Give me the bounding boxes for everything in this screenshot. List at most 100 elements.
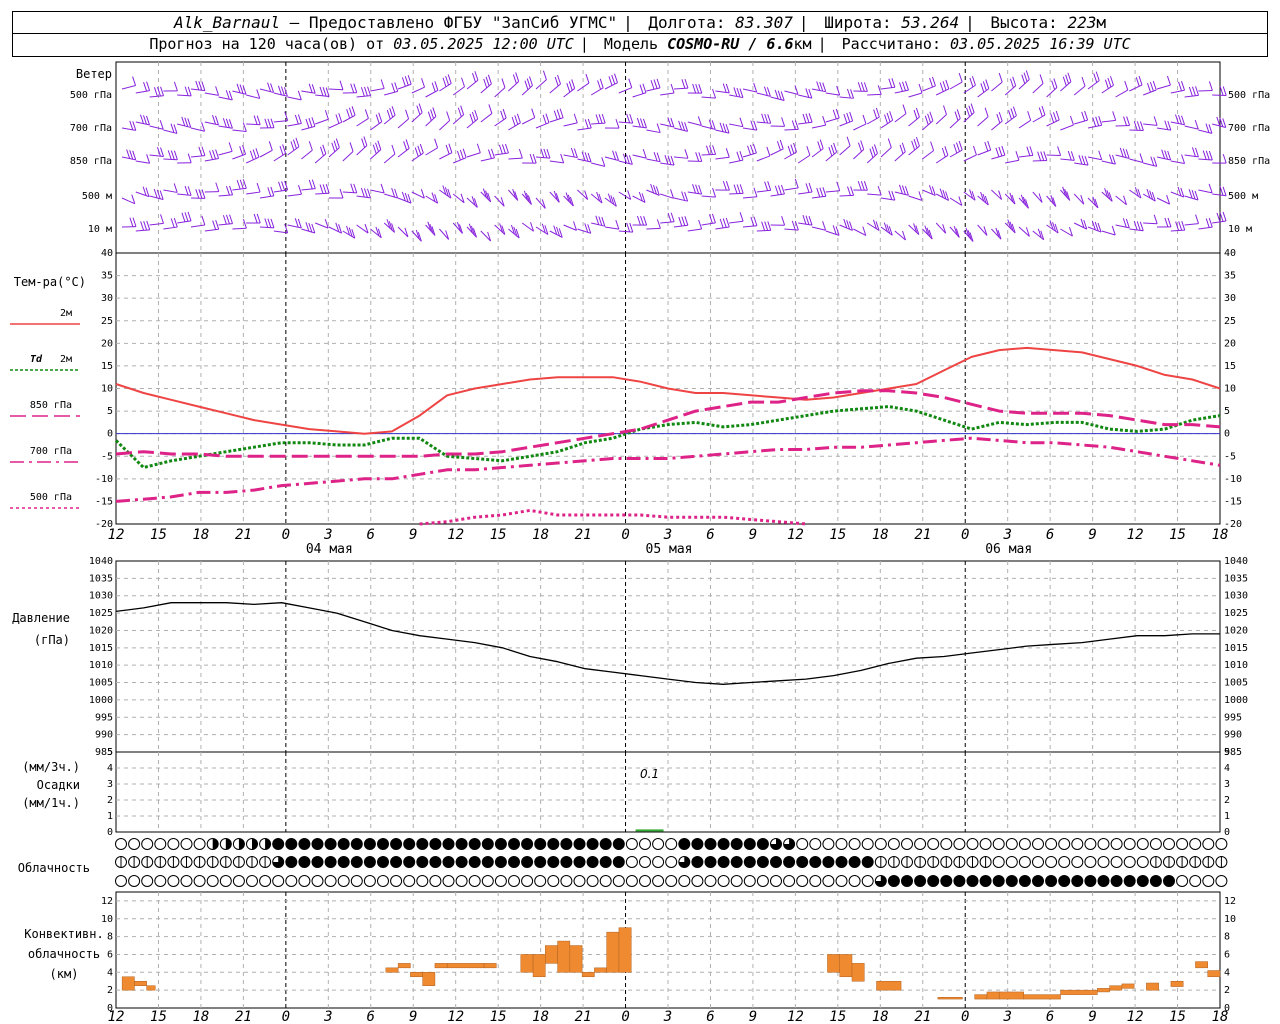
wind-barb-flag — [1122, 218, 1127, 228]
wind-barb-flag — [725, 83, 730, 94]
wind-barb-flag — [980, 191, 985, 202]
wind-barb — [701, 125, 716, 130]
wind-barb-flag — [1122, 148, 1127, 158]
wind-barb-flag — [931, 76, 936, 87]
cloud-circle — [1058, 875, 1071, 887]
wind-barb-flag — [504, 143, 509, 154]
wind-barb-flag — [664, 155, 669, 165]
wind-barb — [314, 153, 327, 164]
wind-barb-flag — [281, 181, 286, 191]
wind-barb — [1032, 114, 1046, 123]
wind-barb-flag — [1098, 116, 1103, 126]
wind-barb-flag — [444, 187, 449, 197]
cloud-circle — [442, 856, 455, 868]
cloud-circle — [639, 875, 651, 887]
wind-barb-flag — [640, 215, 644, 226]
wind-barb-flag — [1139, 153, 1144, 163]
cloud-circle — [612, 856, 625, 868]
wind-barb-flag — [1177, 186, 1182, 197]
wind-barb-flag — [698, 84, 703, 94]
wind-barb-flag — [918, 83, 923, 94]
wind-barb-flag — [1139, 121, 1144, 131]
wind-barb — [1170, 121, 1185, 126]
cloud-circle — [442, 838, 455, 850]
wind-barb — [356, 95, 371, 98]
cloud-circle — [573, 856, 586, 868]
wind-barb-flag — [434, 194, 439, 204]
wind-barb-flag — [585, 73, 590, 84]
wind-barb-flag — [612, 197, 617, 207]
wind-barb-flag — [416, 105, 421, 115]
wind-barb-flag — [129, 150, 134, 160]
convective-bar — [839, 954, 853, 978]
wind-barb-flag — [971, 191, 976, 201]
wind-barb-flag — [1178, 81, 1182, 91]
wind-barb-flag — [888, 78, 893, 88]
wind-barb-flag — [129, 120, 134, 131]
wind-barb — [646, 129, 661, 134]
cloud-circle — [521, 856, 534, 868]
wind-barb — [811, 148, 824, 158]
wind-barb-flag — [1133, 220, 1138, 231]
wind-barb-flag — [911, 140, 916, 151]
wind-barb-flag — [1037, 151, 1042, 161]
wind-barb — [121, 127, 136, 131]
wind-barb-flag — [1139, 221, 1144, 231]
wind-barb-flag — [984, 107, 989, 117]
wind-barb — [839, 145, 851, 156]
wind-barb-flag — [146, 220, 151, 231]
wind-barb — [908, 145, 920, 156]
wind-barb — [287, 146, 300, 156]
cloud-circle — [770, 875, 782, 887]
convective-bar — [434, 963, 448, 969]
cloud-circle — [704, 856, 717, 868]
wind-barb-flag — [195, 189, 200, 199]
wind-barb-flag — [351, 106, 356, 116]
wind-barb-flag — [722, 218, 727, 228]
wind-barb-flag — [501, 144, 506, 154]
wind-barb-flag — [1123, 116, 1127, 126]
cloud-circle — [259, 875, 272, 887]
wind-barb — [632, 125, 647, 129]
wind-barb-flag — [1080, 218, 1085, 228]
cloud-circle — [1110, 856, 1123, 868]
wind-barb-flag — [1146, 188, 1151, 199]
wind-barb-flag — [1084, 155, 1089, 166]
cloud-circle — [154, 875, 167, 887]
temp-tick-right: -10 — [1224, 474, 1242, 485]
wind-level-label-right: 850 гПа — [1228, 156, 1270, 167]
cloud-circle — [953, 875, 966, 887]
wind-barb — [715, 90, 730, 94]
wind-barb-flag — [954, 111, 959, 121]
wind-barb — [618, 191, 631, 200]
tick-label-x: 12 — [787, 527, 804, 543]
cloud-circle — [652, 838, 665, 850]
wind-barb-flag — [629, 113, 634, 124]
cloud-circle — [416, 856, 429, 868]
wind-barb — [1156, 84, 1171, 90]
wind-barb — [935, 222, 947, 234]
wind-barb-flag — [873, 144, 878, 154]
cloud-circle — [141, 875, 154, 887]
wind-barb — [618, 87, 632, 94]
wind-barb-flag — [767, 221, 772, 231]
convective-label-2: облачность — [28, 947, 100, 961]
wind-barb-flag — [1081, 111, 1086, 122]
wind-barb-flag — [926, 227, 931, 237]
wind-barb-flag — [987, 140, 992, 151]
wind-barb — [618, 121, 633, 124]
wind-barb-flag — [290, 141, 295, 151]
wind-barb-flag — [132, 150, 137, 161]
wind-barb-flag — [945, 79, 950, 90]
wind-barb-flag — [501, 225, 506, 235]
cloud-circle — [180, 875, 193, 887]
tick-label-x: 21 — [235, 527, 252, 543]
wind-barb-flag — [615, 119, 620, 129]
wind-barb — [1046, 119, 1060, 127]
wind-barb-flag — [1147, 83, 1151, 93]
cloud-circle — [311, 856, 324, 868]
alt-value: 223 — [1067, 13, 1097, 32]
wind-barb — [494, 195, 505, 207]
wind-barb — [246, 94, 260, 99]
convective-bar — [569, 945, 583, 973]
